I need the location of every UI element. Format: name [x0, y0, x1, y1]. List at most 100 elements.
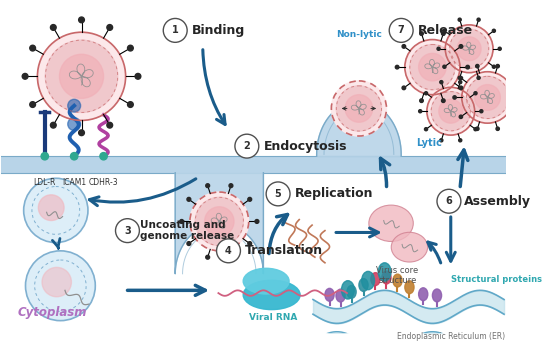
Circle shape [266, 182, 290, 206]
Text: 2: 2 [244, 141, 250, 151]
Circle shape [41, 153, 48, 160]
Ellipse shape [347, 285, 356, 298]
Ellipse shape [325, 289, 334, 301]
Text: CDHR-3: CDHR-3 [89, 178, 118, 187]
Circle shape [190, 192, 249, 251]
Circle shape [476, 127, 479, 131]
Circle shape [443, 29, 446, 32]
Ellipse shape [369, 205, 413, 241]
Circle shape [59, 54, 103, 98]
Circle shape [477, 76, 480, 79]
Circle shape [22, 73, 28, 79]
Text: LDL-R: LDL-R [34, 178, 56, 187]
Circle shape [492, 65, 496, 68]
Circle shape [459, 45, 463, 48]
Circle shape [442, 32, 445, 35]
Ellipse shape [393, 274, 402, 287]
Circle shape [458, 18, 461, 21]
Circle shape [30, 102, 36, 107]
Circle shape [248, 197, 252, 201]
Circle shape [187, 197, 191, 201]
Bar [1, 156, 506, 173]
Circle shape [492, 29, 496, 32]
Polygon shape [317, 101, 401, 156]
Ellipse shape [362, 271, 375, 290]
Circle shape [437, 47, 440, 50]
Circle shape [480, 110, 483, 113]
Circle shape [135, 73, 141, 79]
Circle shape [345, 95, 373, 122]
Circle shape [51, 122, 56, 128]
Circle shape [402, 86, 406, 90]
Circle shape [419, 110, 422, 113]
Circle shape [128, 45, 133, 51]
Circle shape [187, 241, 191, 245]
Circle shape [425, 92, 427, 95]
Circle shape [180, 219, 184, 223]
Circle shape [405, 40, 460, 95]
Circle shape [410, 45, 455, 90]
Circle shape [431, 92, 470, 131]
Circle shape [70, 153, 78, 160]
Ellipse shape [336, 289, 345, 302]
Text: 4: 4 [225, 246, 232, 256]
Ellipse shape [432, 289, 442, 302]
Text: Binding: Binding [192, 24, 245, 37]
Circle shape [25, 251, 95, 321]
Circle shape [440, 81, 443, 84]
Circle shape [459, 86, 463, 90]
Circle shape [235, 134, 259, 158]
Text: Release: Release [417, 24, 473, 37]
Text: 7: 7 [398, 25, 405, 35]
Circle shape [206, 255, 210, 259]
Text: Structural proteins: Structural proteins [451, 275, 542, 284]
Circle shape [195, 197, 244, 246]
Circle shape [107, 122, 113, 128]
Circle shape [389, 19, 413, 42]
Circle shape [474, 128, 477, 131]
Ellipse shape [382, 271, 391, 284]
Circle shape [466, 65, 470, 69]
Circle shape [459, 139, 462, 142]
Circle shape [474, 92, 477, 95]
Circle shape [420, 32, 424, 35]
Text: Virus core
structure: Virus core structure [376, 266, 419, 285]
Circle shape [453, 96, 456, 99]
Text: Assembly: Assembly [464, 195, 531, 208]
Text: Endocytosis: Endocytosis [263, 140, 347, 153]
Circle shape [466, 77, 509, 119]
Circle shape [68, 99, 81, 112]
Text: Replication: Replication [295, 187, 373, 200]
Circle shape [427, 87, 475, 135]
Circle shape [459, 77, 463, 80]
Polygon shape [175, 173, 263, 274]
Circle shape [107, 25, 113, 30]
Circle shape [459, 81, 462, 84]
Circle shape [462, 72, 513, 123]
Ellipse shape [405, 281, 414, 294]
Circle shape [419, 53, 446, 81]
Circle shape [217, 239, 240, 263]
Circle shape [496, 65, 499, 68]
Circle shape [420, 99, 424, 102]
Circle shape [425, 128, 427, 131]
Circle shape [477, 18, 480, 21]
Circle shape [128, 102, 133, 107]
Circle shape [205, 207, 234, 236]
Circle shape [30, 45, 36, 51]
Text: Endoplasmic Reticulum (ER): Endoplasmic Reticulum (ER) [397, 332, 505, 341]
Text: Translation: Translation [245, 244, 323, 257]
Circle shape [116, 219, 139, 243]
Circle shape [402, 45, 406, 48]
Ellipse shape [371, 273, 380, 285]
Ellipse shape [378, 263, 391, 281]
Text: 6: 6 [446, 196, 452, 206]
Circle shape [42, 267, 72, 297]
Circle shape [446, 25, 493, 73]
Circle shape [475, 85, 500, 110]
Text: 3: 3 [124, 226, 131, 236]
Circle shape [79, 130, 84, 135]
Circle shape [519, 96, 522, 99]
Circle shape [439, 99, 463, 123]
Circle shape [163, 19, 187, 42]
